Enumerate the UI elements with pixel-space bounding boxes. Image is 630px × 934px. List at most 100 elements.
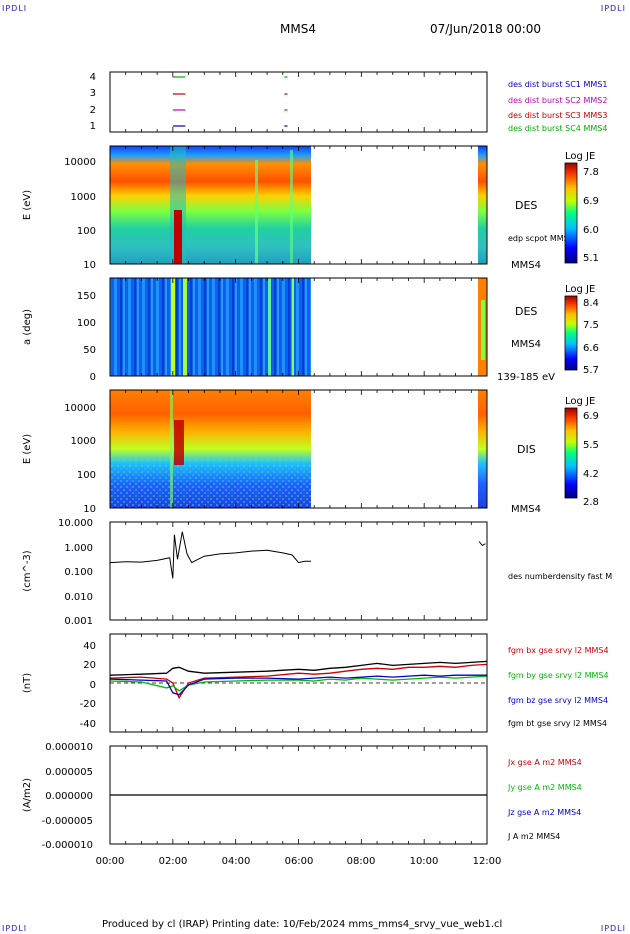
des-energy-colorbar-tick: 5.1 (583, 253, 599, 264)
des-energy-ytick: 10000 (64, 157, 96, 168)
corner-label-tl: IPDLI (2, 4, 28, 13)
fgm-ytick: -20 (80, 699, 96, 710)
des-energy-colorbar-tick: 6.9 (583, 196, 599, 207)
des-pitch-ytick: 150 (77, 291, 96, 302)
des-energy-label-des: DES (515, 199, 537, 212)
current-panel: 0.000010 0.000005 0.000000 -0.000005 -0.… (22, 742, 582, 851)
dis-energy-colorbar-title: Log JE (565, 396, 595, 407)
burst-legend-sc3: des dist burst SC3 MMS3 (508, 111, 607, 120)
des-pitch-ytick: 100 (77, 318, 96, 329)
des-energy-ytick: 100 (77, 226, 96, 237)
density-ytick: 10.000 (58, 518, 93, 529)
current-ytick: -0.000010 (42, 840, 93, 851)
density-frame (109, 521, 488, 621)
current-ylabel: (A/m2) (22, 778, 33, 812)
dis-energy-noise (110, 460, 311, 508)
dis-energy-spectrogram-late (478, 390, 487, 508)
des-energy-colorbar-tick: 6.0 (583, 225, 599, 236)
corner-label-br: IPDLI (600, 924, 626, 933)
time-tick: 06:00 (285, 856, 314, 867)
time-tick: 12:00 (473, 856, 502, 867)
time-tick: 00:00 (96, 856, 125, 867)
fgm-ylabel: (nT) (22, 673, 33, 693)
time-tick: 02:00 (159, 856, 188, 867)
dis-energy-colorbar-tick: 2.8 (583, 497, 599, 508)
current-legend-jz: Jz gse A m2 MMS4 (507, 808, 581, 817)
dis-energy-label-dis: DIS (517, 443, 536, 456)
dis-energy-panel: 10000 1000 100 10 E (eV) DIS MMS4 Log JE… (22, 389, 599, 515)
des-pitch-ytick: 0 (90, 372, 96, 383)
burst-legend-sc4: des dist burst SC4 MMS4 (508, 124, 607, 133)
current-legend-j: J A m2 MMS4 (507, 832, 560, 841)
density-ytick: 0.100 (64, 567, 93, 578)
des-pitch-ytick: 50 (83, 345, 96, 356)
time-tick: 10:00 (410, 856, 439, 867)
burst-ytick-4: 4 (90, 72, 96, 83)
fgm-ytick: -40 (80, 719, 96, 730)
time-tick: 08:00 (347, 856, 376, 867)
des-pitch-stripe (183, 278, 187, 376)
des-energy-label-scpot: edp scpot MMS4 (508, 234, 574, 243)
fgm-legend-bz: fgm bz gse srvy l2 MMS4 (508, 696, 608, 705)
des-pitch-colorbar-tick: 6.6 (583, 343, 599, 354)
density-series-line (478, 541, 486, 547)
current-ytick: 0.000010 (45, 742, 93, 753)
corner-label-tr: IPDLI (600, 4, 626, 13)
current-ytick: 0.000005 (45, 767, 93, 778)
density-ytick: 0.010 (64, 592, 93, 603)
burst-panel: 4 3 2 1 des dist burst SC1 MMS1 des dist… (90, 71, 607, 133)
des-pitch-panel: 150 100 50 0 a (deg) DES MMS4 139-185 eV… (22, 277, 599, 383)
fgm-ytick: 40 (83, 641, 96, 652)
density-legend: des numberdensity fast M (508, 572, 612, 581)
des-pitch-colorbar-tick: 7.5 (583, 320, 599, 331)
dis-energy-colorbar-tick: 6.9 (583, 411, 599, 422)
burst-frame (109, 71, 488, 133)
des-pitch-label-mms4: MMS4 (511, 339, 541, 350)
des-pitch-colorbar-title: Log JE (565, 284, 595, 295)
dis-energy-colorbar-tick: 4.2 (583, 469, 599, 480)
burst-ytick-2: 2 (90, 105, 96, 116)
density-ytick: 1.000 (64, 543, 93, 554)
des-energy-colorbar (564, 162, 578, 264)
des-pitch-label-energy: 139-185 eV (497, 372, 555, 383)
des-energy-ylabel: E (eV) (22, 190, 33, 220)
fgm-legend-bx: fgm bx gse srvy l2 MMS4 (508, 646, 609, 655)
fgm-legend-by: fgm by gse srvy l2 MMS4 (508, 671, 609, 680)
des-pitch-stripe (292, 278, 294, 376)
current-legend-jx: Jx gse A m2 MMS4 (507, 758, 582, 767)
fgm-series-line (109, 660, 488, 676)
des-pitch-stripe (171, 278, 175, 376)
fgm-ytick: 20 (83, 660, 96, 671)
des-energy-colorbar-title: Log JE (565, 151, 595, 162)
fgm-series-line (109, 675, 488, 692)
burst-legend-sc2: des dist burst SC2 MMS2 (508, 96, 607, 105)
burst-ytick-3: 3 (90, 88, 96, 99)
dis-energy-colorbar-tick: 5.5 (583, 440, 599, 451)
dis-energy-hotspot (174, 420, 184, 465)
des-energy-stripe (255, 160, 258, 264)
current-legend-jy: Jy gse A m2 MMS4 (507, 783, 582, 792)
des-energy-hotspot (174, 210, 182, 264)
des-energy-ytick: 1000 (71, 192, 96, 203)
dis-energy-label-mms4: MMS4 (511, 504, 541, 515)
des-energy-spectrogram (110, 146, 311, 264)
density-ytick: 0.001 (64, 616, 93, 627)
spacecraft-title: MMS4 (280, 22, 316, 36)
dis-energy-ytick: 1000 (71, 436, 96, 447)
des-energy-ytick: 10 (83, 260, 96, 271)
des-pitch-colorbar-tick: 5.7 (583, 365, 599, 376)
des-pitch-colorbar-tick: 8.4 (583, 298, 599, 309)
des-pitch-stripe (268, 278, 271, 376)
dis-energy-ytick: 10 (83, 504, 96, 515)
dis-energy-ytick: 10000 (64, 403, 96, 414)
time-tick: 04:00 (222, 856, 251, 867)
des-energy-colorbar-tick: 7.8 (583, 167, 599, 178)
fgm-ytick: 0 (90, 680, 96, 691)
des-pitch-label-des: DES (515, 305, 537, 318)
current-ytick: -0.000005 (42, 816, 93, 827)
current-ytick: 0.000000 (45, 791, 93, 802)
des-pitch-colorbar (564, 295, 578, 371)
density-panel: 10.000 1.000 0.100 0.010 0.001 (cm^-3) d… (22, 518, 612, 627)
dis-energy-colorbar (564, 407, 578, 499)
